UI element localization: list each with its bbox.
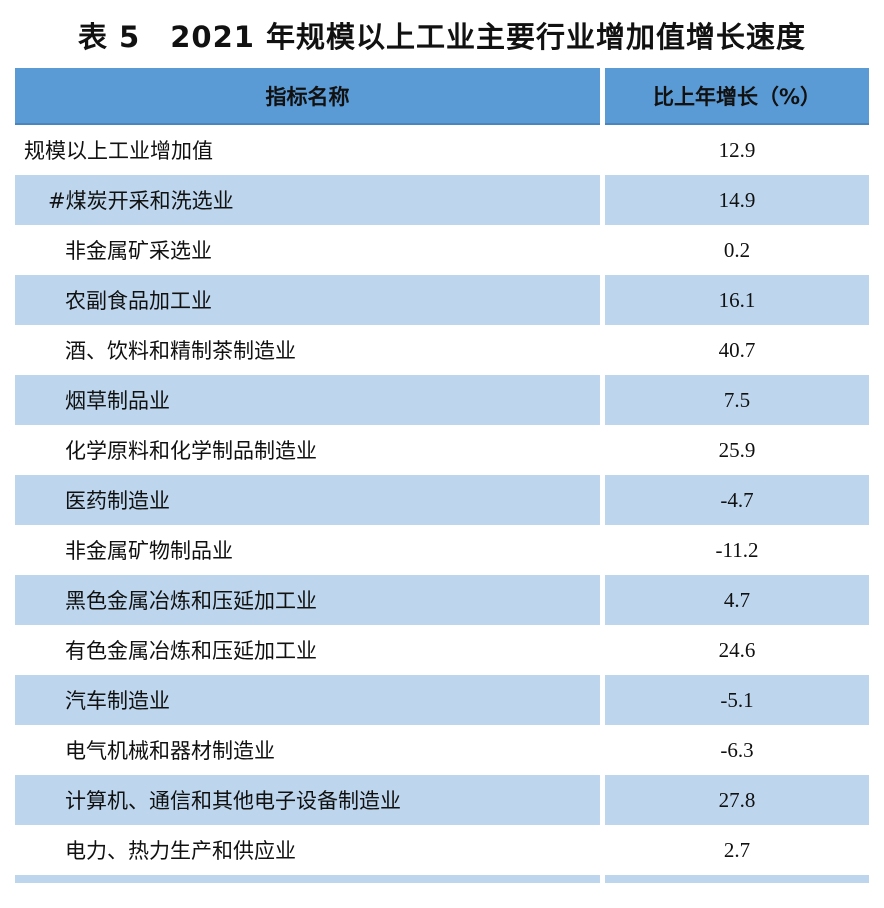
- row-value: -11.2: [715, 537, 759, 562]
- row-value: 4.7: [605, 575, 869, 625]
- row-value: 40.7: [718, 337, 756, 362]
- row-name: 酒、饮料和精制茶制造业: [65, 339, 296, 363]
- row-name: 计算机、通信和其他电子设备制造业: [15, 775, 600, 825]
- table-row: 电气机械和器材制造业 -6.3: [15, 725, 869, 775]
- row-value: 0.2: [723, 237, 751, 262]
- row-name: 农副食品加工业: [15, 275, 600, 325]
- row-value: -6.3: [720, 737, 754, 762]
- row-name: 医药制造业: [15, 475, 600, 525]
- row-name: 非金属矿采选业: [65, 239, 212, 263]
- row-value: 24.6: [718, 637, 756, 662]
- table-row: 汽车制造业 -5.1: [15, 675, 869, 725]
- row-value: -5.1: [605, 675, 869, 725]
- growth-table: 指标名称 比上年增长（%） 规模以上工业增加值 12.9 #煤炭开采和洗选业 1…: [15, 68, 869, 883]
- row-value: 2.7: [723, 837, 751, 862]
- table-continuation-strip: [15, 875, 869, 883]
- row-name: 电力、热力生产和供应业: [65, 839, 296, 863]
- table-row: 医药制造业 -4.7: [15, 475, 869, 525]
- table-header-row: 指标名称 比上年增长（%）: [15, 68, 869, 125]
- table-row: 规模以上工业增加值 12.9: [15, 125, 869, 175]
- table-row: 烟草制品业 7.5: [15, 375, 869, 425]
- row-value: 25.9: [718, 437, 756, 462]
- row-value: 12.9: [718, 137, 756, 162]
- row-value: 14.9: [605, 175, 869, 225]
- row-value: 7.5: [605, 375, 869, 425]
- row-name: 黑色金属冶炼和压延加工业: [15, 575, 600, 625]
- table-row: 黑色金属冶炼和压延加工业 4.7: [15, 575, 869, 625]
- continuation-cell-right: [605, 875, 869, 883]
- row-name: 烟草制品业: [15, 375, 600, 425]
- row-name: 化学原料和化学制品制造业: [65, 439, 317, 463]
- continuation-cell-left: [15, 875, 600, 883]
- row-name: 非金属矿物制品业: [65, 539, 233, 563]
- row-name: 汽车制造业: [15, 675, 600, 725]
- table-row: #煤炭开采和洗选业 14.9: [15, 175, 869, 225]
- row-value: -4.7: [605, 475, 869, 525]
- table-row: 化学原料和化学制品制造业 25.9: [15, 425, 869, 475]
- table-title: 表 5 2021 年规模以上工业主要行业增加值增长速度: [77, 20, 807, 54]
- table-row: 非金属矿采选业 0.2: [15, 225, 869, 275]
- table-row: 酒、饮料和精制茶制造业 40.7: [15, 325, 869, 375]
- table-row: 计算机、通信和其他电子设备制造业 27.8: [15, 775, 869, 825]
- row-value: 16.1: [605, 275, 869, 325]
- table-row: 有色金属冶炼和压延加工业 24.6: [15, 625, 869, 675]
- table-row: 非金属矿物制品业 -11.2: [15, 525, 869, 575]
- header-indicator-name: 指标名称: [15, 68, 600, 125]
- table-row: 电力、热力生产和供应业 2.7: [15, 825, 869, 875]
- header-growth-rate: 比上年增长（%）: [605, 68, 869, 125]
- row-name: 有色金属冶炼和压延加工业: [65, 639, 317, 663]
- row-name: #煤炭开采和洗选业: [15, 175, 600, 225]
- row-value: 27.8: [605, 775, 869, 825]
- row-name: 规模以上工业增加值: [24, 139, 213, 163]
- table-row: 农副食品加工业 16.1: [15, 275, 869, 325]
- row-name: 电气机械和器材制造业: [65, 739, 275, 763]
